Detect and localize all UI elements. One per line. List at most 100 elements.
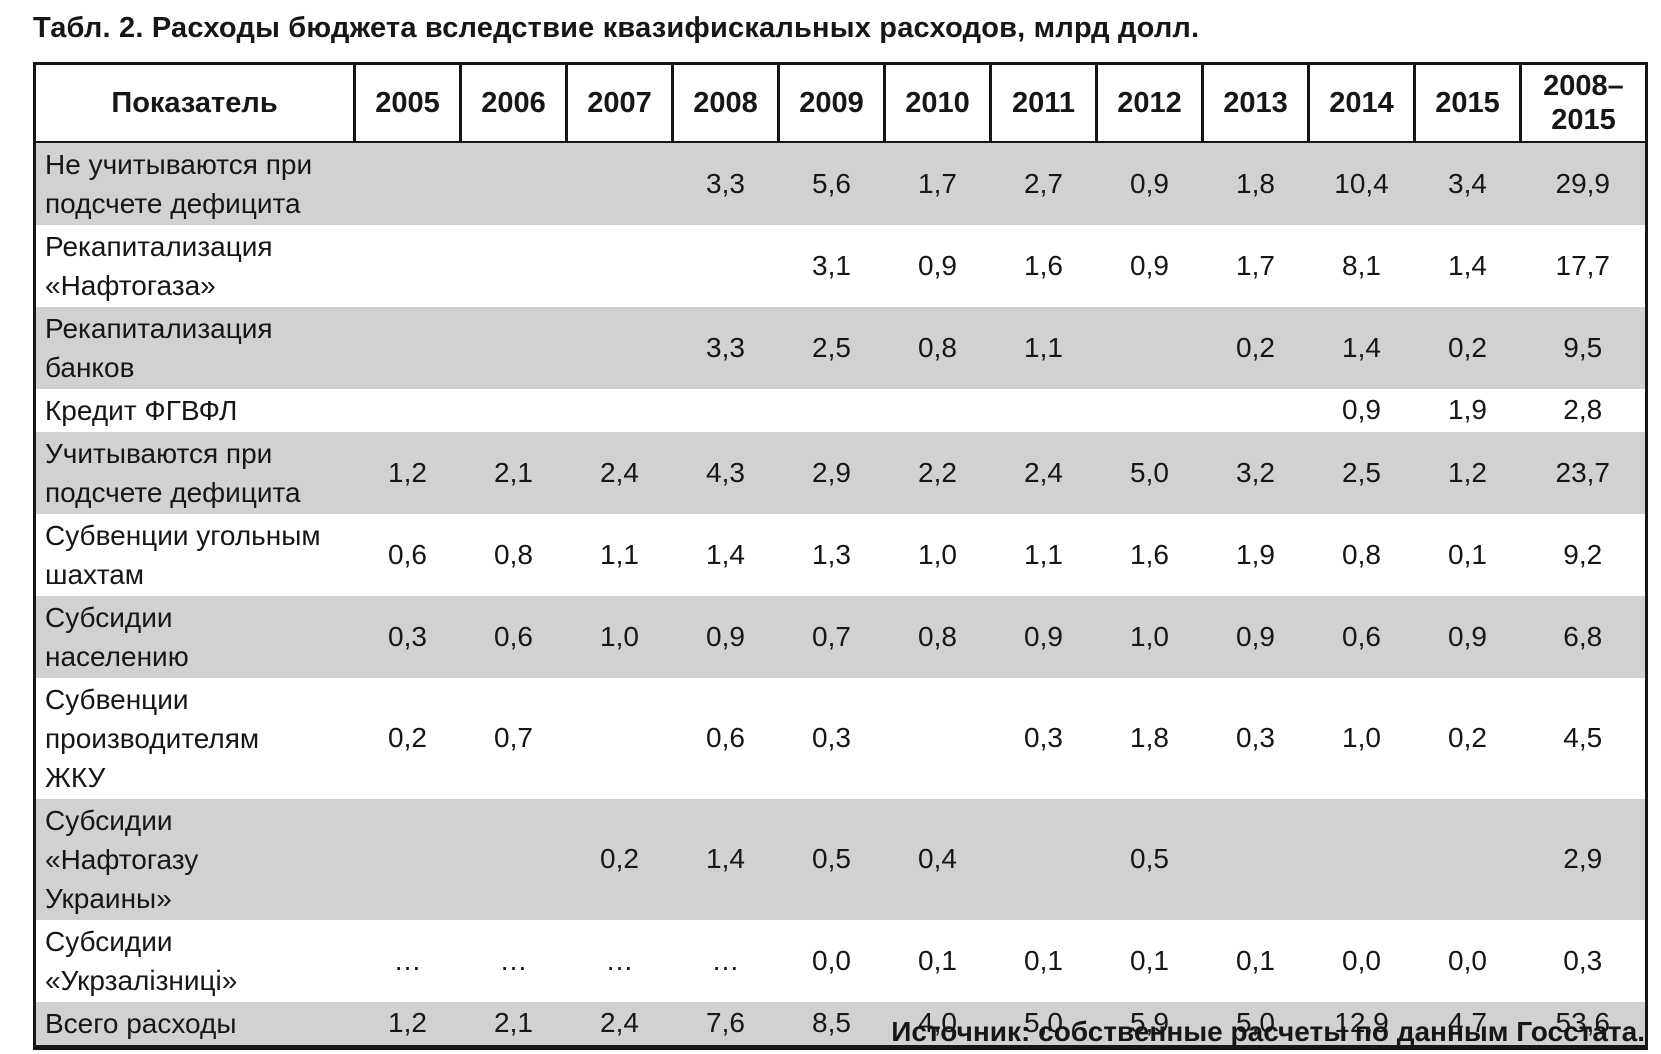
- value-cell: 4,7: [1448, 1007, 1487, 1038]
- value-cell: 1,0: [1130, 620, 1169, 652]
- value-cell: 0,8: [918, 331, 957, 363]
- value-cell: [567, 142, 673, 225]
- value-cell: 0,2: [1448, 331, 1487, 363]
- value-cell: 0,6: [1342, 620, 1381, 652]
- value-cell: [1203, 799, 1309, 920]
- row-label: Кредит ФГВФЛ: [45, 394, 238, 426]
- value-cell: 10,4: [1334, 167, 1389, 199]
- value-cell: [991, 799, 1097, 920]
- value-cell: 1,4: [706, 538, 745, 570]
- value-cell: 0,9: [706, 620, 745, 652]
- value-cell: [991, 389, 1097, 432]
- value-cell: [461, 389, 567, 432]
- value-cell: 3,3: [706, 331, 745, 363]
- value-cell: 1,9: [1448, 394, 1487, 425]
- value-cell: 1,4: [1448, 249, 1487, 281]
- value-cell: 0,3: [812, 722, 851, 753]
- value-cell: 2,1: [494, 456, 533, 488]
- value-cell: 0,1: [918, 944, 957, 976]
- table-title: Табл. 2. Расходы бюджета вследствие кваз…: [33, 12, 1200, 44]
- value-cell: [673, 225, 779, 307]
- table-row: Всего расходы 1,2 2,1 2,4 7,6 8,5 4,0 5,0 5,9 5,0…: [34, 1001, 1647, 1047]
- table-header: Показатель 2005 2006 2007 2008 2009 2010 2011 20…: [34, 63, 1647, 143]
- value-cell: 5,6: [812, 167, 851, 199]
- value-cell: [461, 307, 567, 389]
- value-cell: 2,5: [812, 331, 851, 363]
- total-cell: 9,5: [1563, 331, 1603, 363]
- value-cell: 1,4: [1342, 331, 1381, 363]
- value-cell: 0,1: [1130, 944, 1169, 976]
- value-cell: 3,2: [1236, 456, 1275, 488]
- row-label: Рекапитализация «Нафтогаза»: [45, 230, 273, 301]
- value-cell: 0,1: [1448, 538, 1487, 570]
- row-label: Субсидии «Нафтогазу Украины»: [45, 804, 199, 914]
- table-row: Рекапитализация «Нафтогаза» 3,1 0,9 1,6 0,9 1…: [34, 224, 1647, 307]
- value-cell: [1415, 799, 1521, 920]
- col-header-total: 2008– 2015: [1519, 63, 1647, 143]
- value-cell: 1,0: [918, 538, 957, 570]
- table-row: Субсидии «Нафтогазу Украины» 0,2 1,4 0,5 0,4…: [34, 798, 1647, 920]
- value-cell: 1,6: [1130, 538, 1169, 570]
- value-cell: [779, 389, 885, 432]
- value-cell: 0,3: [1024, 722, 1063, 753]
- table-row: Рекапитализация банков 3,3 2,5 0,8 1,1 0,2 1,4…: [34, 306, 1647, 389]
- col-header-indicator: Показатель: [34, 63, 356, 143]
- row-label: Субсидии населению: [45, 601, 189, 672]
- source-note: Источник: собственные расчеты по данным …: [891, 1016, 1645, 1047]
- value-cell: 0,2: [1236, 331, 1275, 363]
- table-row: Учитываются при подсчете дефицита 1,2 2,1 2…: [34, 431, 1647, 514]
- total-cell: 9,2: [1563, 538, 1603, 570]
- value-cell: 7,6: [706, 1007, 745, 1038]
- col-header-2013: 2013: [1201, 63, 1310, 143]
- value-cell: 3,4: [1448, 167, 1487, 199]
- value-cell: 0,8: [918, 620, 957, 652]
- value-cell: 4,3: [706, 456, 745, 488]
- value-cell: 0,1: [1236, 944, 1275, 976]
- value-cell: 1,7: [1236, 249, 1275, 281]
- value-cell: [355, 225, 461, 307]
- value-cell: 1,7: [918, 167, 957, 199]
- value-cell: …: [711, 944, 740, 976]
- value-cell: 0,1: [1024, 944, 1063, 976]
- col-header-2007: 2007: [565, 63, 674, 143]
- value-cell: 2,7: [1024, 167, 1063, 199]
- value-cell: [1203, 389, 1309, 432]
- value-cell: …: [499, 944, 528, 976]
- col-header-2012: 2012: [1095, 63, 1204, 143]
- value-cell: 0,8: [1342, 538, 1381, 570]
- value-cell: 1,0: [1342, 722, 1381, 753]
- value-cell: 0,0: [812, 944, 851, 976]
- total-cell: 0,3: [1563, 944, 1603, 976]
- value-cell: 0,0: [1448, 944, 1487, 976]
- value-cell: 1,6: [1024, 249, 1063, 281]
- value-cell: 8,5: [812, 1007, 851, 1038]
- value-cell: [885, 678, 991, 799]
- value-cell: 1,1: [600, 538, 639, 570]
- value-cell: 0,3: [1236, 722, 1275, 753]
- value-cell: 1,2: [388, 1007, 427, 1038]
- value-cell: 2,5: [1342, 456, 1381, 488]
- row-label: Всего расходы: [45, 1007, 237, 1039]
- value-cell: 0,7: [812, 620, 851, 652]
- header-row: Показатель 2005 2006 2007 2008 2009 2010 2011 20…: [34, 63, 1647, 143]
- table-row: Кредит ФГВФЛ 0,9 1,9 2,8: [34, 388, 1647, 432]
- col-header-2009: 2009: [777, 63, 886, 143]
- col-header-2011: 2011: [989, 63, 1098, 143]
- value-cell: [567, 389, 673, 432]
- value-cell: 1,0: [600, 620, 639, 652]
- total-cell: 2,9: [1563, 843, 1603, 874]
- value-cell: 0,3: [388, 620, 427, 652]
- value-cell: 2,4: [1024, 456, 1063, 488]
- total-cell: 23,7: [1555, 456, 1611, 488]
- value-cell: [355, 799, 461, 920]
- value-cell: [461, 142, 567, 225]
- table-row: Субсидии населению 0,3 0,6 1,0 0,9 0,7 0,8 0,9 1…: [34, 595, 1647, 678]
- value-cell: [885, 389, 991, 432]
- value-cell: 5,0: [1130, 456, 1169, 488]
- table-row: Субвенции угольным шахтам 0,6 0,8 1,1 1,4 1,3…: [34, 513, 1647, 596]
- row-label: Субвенции производителям ЖКУ: [45, 683, 260, 793]
- value-cell: 4,0: [918, 1007, 957, 1038]
- row-label: Не учитываются при подсчете дефицита: [45, 148, 313, 219]
- value-cell: 5,0: [1024, 1007, 1063, 1038]
- value-cell: [461, 225, 567, 307]
